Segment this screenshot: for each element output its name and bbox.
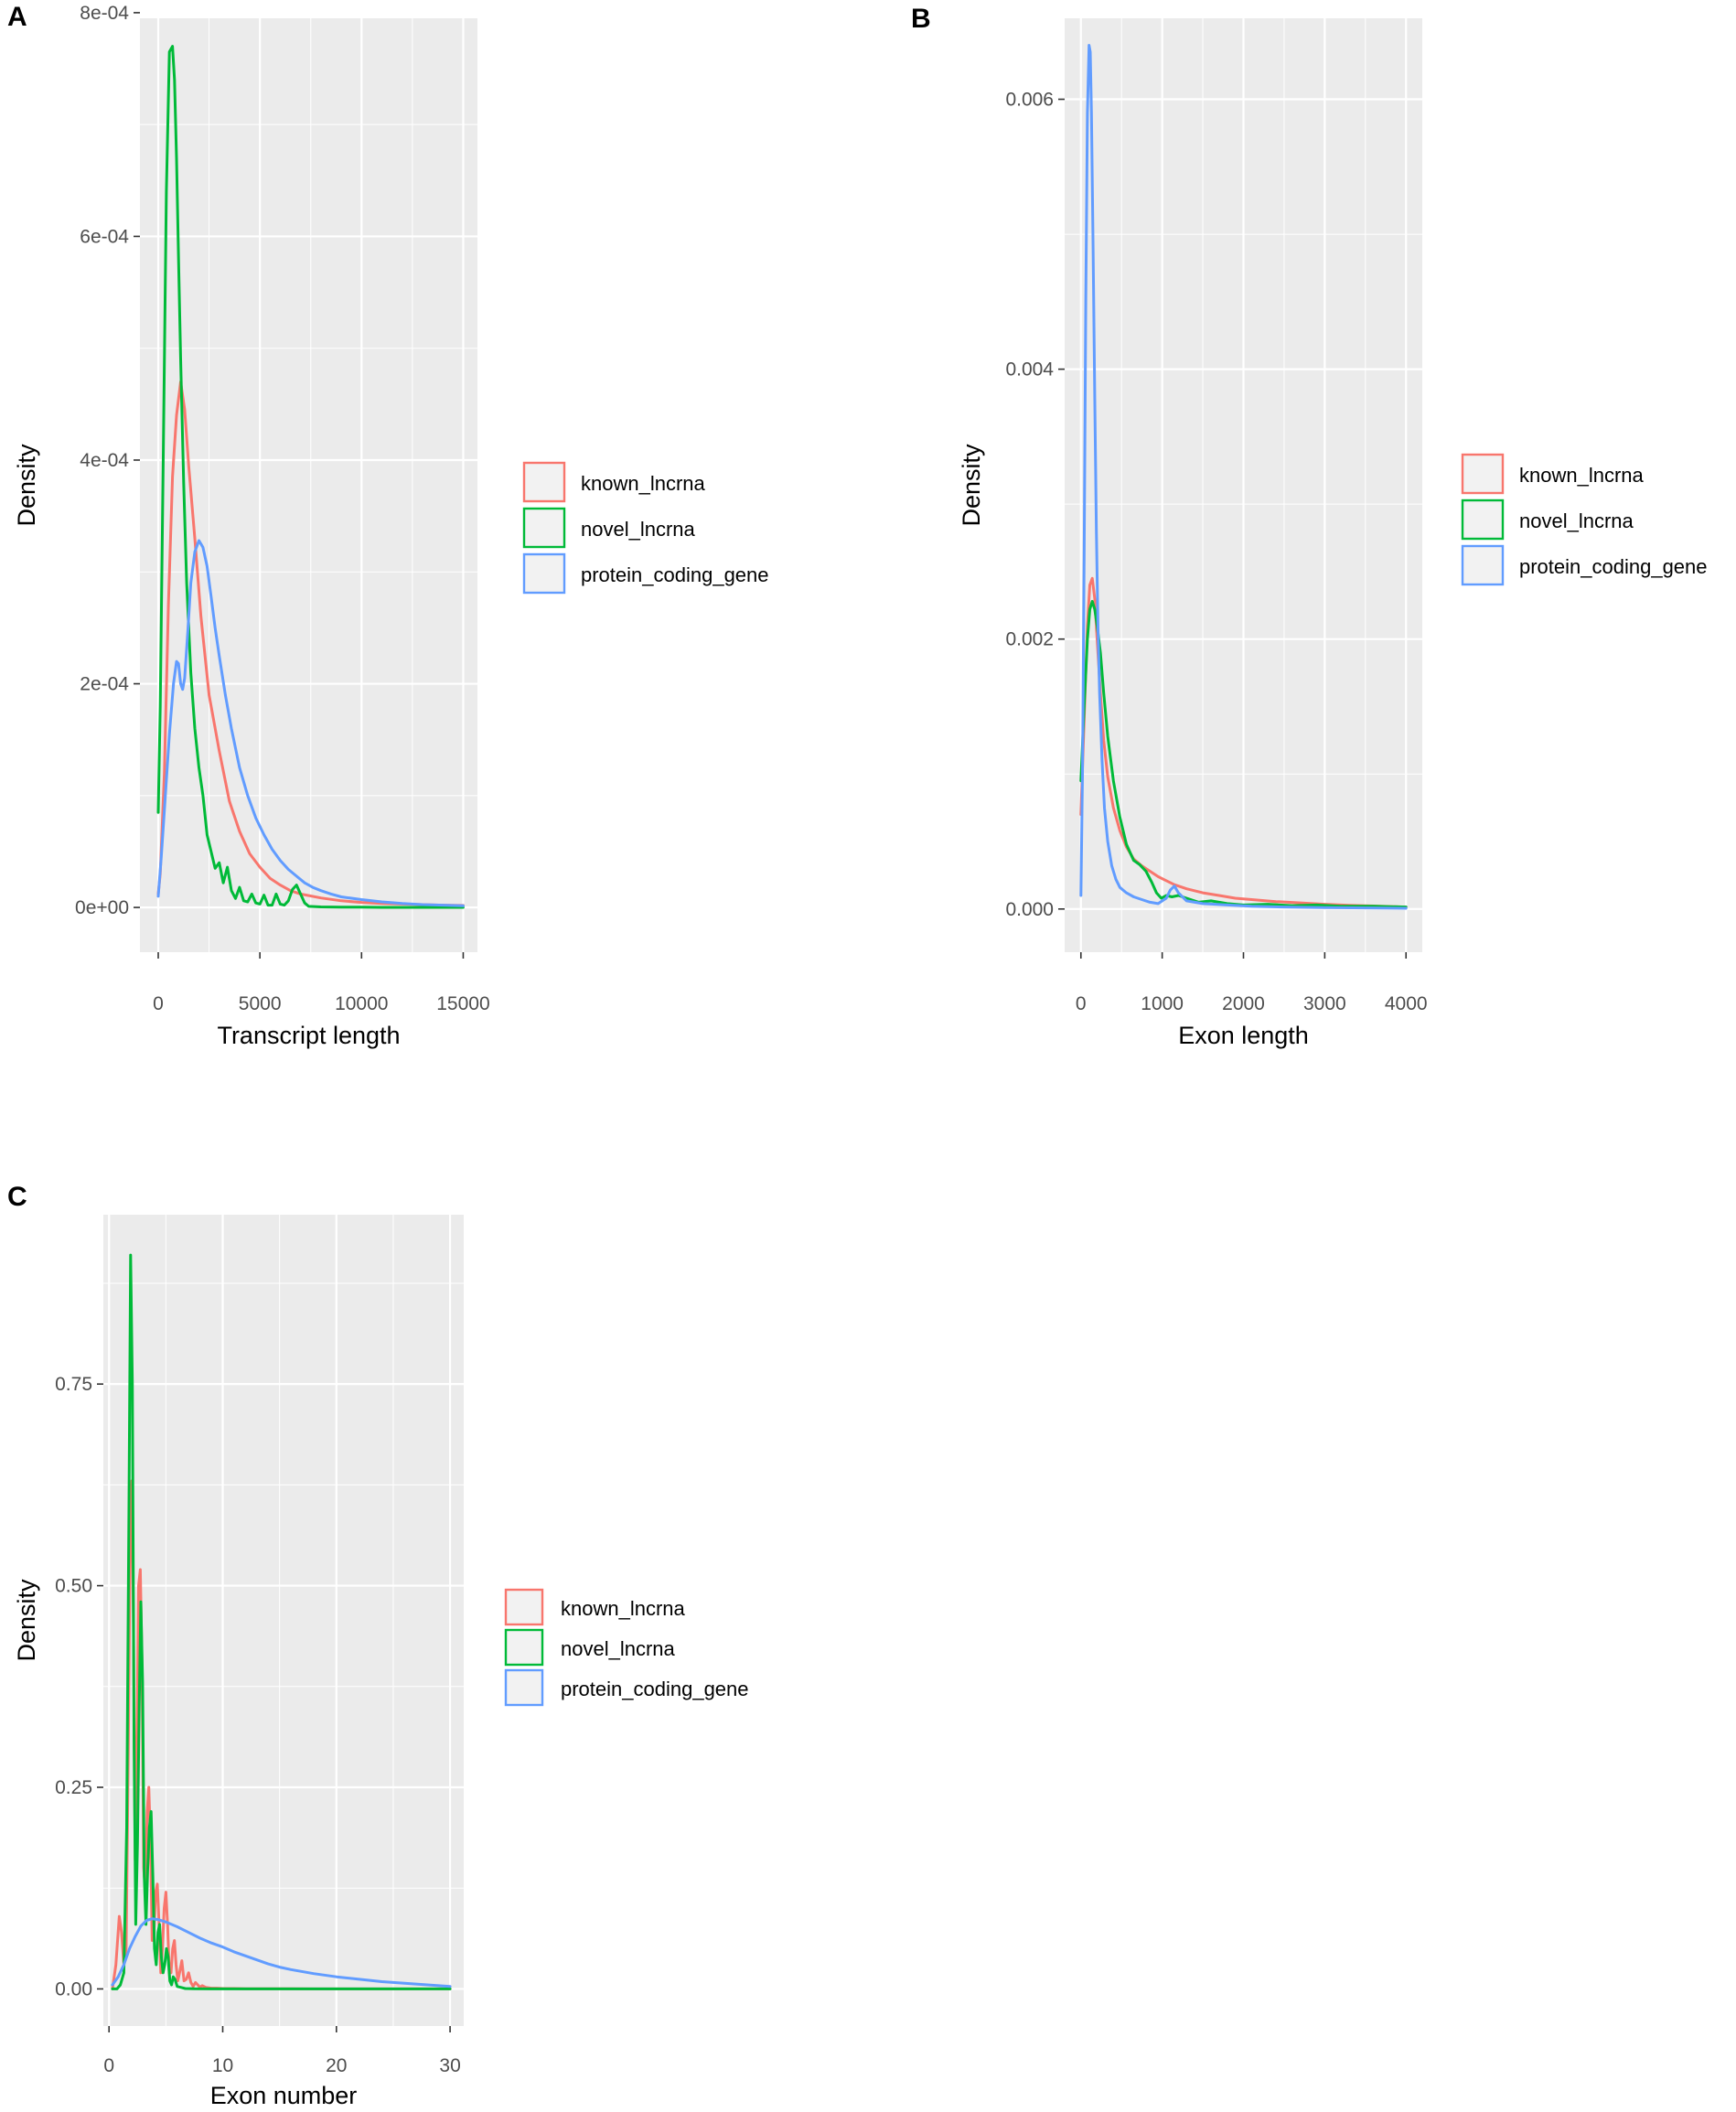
x-tick-label: 15000 — [436, 993, 489, 1014]
y-tick-label: 0.00 — [55, 1978, 92, 1999]
legend: known_lncrna novel_lncrna protein_coding_g… — [1461, 453, 1708, 586]
y-tick-label: 0.25 — [55, 1777, 92, 1798]
x-tick-label: 0 — [1076, 993, 1087, 1014]
y-tick-label: 0.004 — [1005, 359, 1054, 381]
density-line-novel-lncrna — [1079, 599, 1408, 909]
y-tick-label: 0.006 — [1005, 90, 1054, 111]
panel-b-exon-length: B 0 1000 2000 3000 4000 0.000 0.002 0.004 0.006 E… — [911, 4, 1708, 1049]
legend-label: protein_coding_gene — [1519, 555, 1708, 578]
legend-key-swatch — [522, 507, 566, 549]
y-axis-title: Density — [13, 444, 40, 527]
legend-label: novel_lncrna — [581, 518, 696, 541]
y-tick-label: 0.75 — [55, 1374, 92, 1395]
legend-item-protein-coding-gene: protein_coding_gene — [522, 552, 769, 595]
x-tick-label: 4000 — [1385, 993, 1428, 1014]
legend-label: known_lncrna — [1519, 464, 1645, 487]
x-tick-label: 10 — [212, 2055, 233, 2076]
legend-key-swatch — [504, 1668, 544, 1707]
legend: known_lncrna novel_lncrna protein_coding_g… — [504, 1588, 749, 1707]
x-tick-label: 30 — [439, 2055, 460, 2076]
legend-item-protein-coding-gene: protein_coding_gene — [504, 1668, 749, 1707]
density-line-novel-lncrna — [111, 1253, 452, 1990]
x-tick-label: 2000 — [1222, 993, 1265, 1014]
legend-label: protein_coding_gene — [581, 563, 769, 586]
panel-c-exon-number: C 0 10 20 30 0.00 0.25 0.50 0.75 Exon number Dens… — [7, 1182, 749, 2109]
y-axis-title: Density — [13, 1579, 40, 1662]
density-line-novel-lncrna — [156, 45, 465, 909]
x-tick-label: 0 — [153, 993, 164, 1014]
y-tick-label: 0e+00 — [75, 897, 129, 918]
legend-key-swatch — [1461, 544, 1505, 586]
legend-item-novel-lncrna: novel_lncrna — [522, 507, 696, 549]
x-tick-label: 10000 — [335, 993, 388, 1014]
legend-label: known_lncrna — [581, 472, 706, 495]
legend-key-swatch — [1461, 499, 1505, 541]
legend-key-swatch — [522, 461, 566, 503]
panel-a-transcript-length: A 0 5000 10000 15000 0e+00 2e-04 4e-04 6e-04 8e-… — [7, 2, 769, 1049]
x-axis-title: Transcript length — [217, 1022, 400, 1049]
density-line-protein-coding-gene — [1079, 44, 1408, 910]
legend-key-swatch — [504, 1628, 544, 1667]
y-tick-label: 4e-04 — [80, 450, 129, 471]
x-axis-title: Exon number — [210, 2082, 358, 2109]
y-tick-label: 6e-04 — [80, 226, 129, 247]
legend-item-protein-coding-gene: protein_coding_gene — [1461, 544, 1708, 586]
panel-letter-a: A — [7, 2, 27, 32]
legend-key-swatch — [1461, 453, 1505, 495]
legend-label: novel_lncrna — [561, 1637, 676, 1660]
plot-panel-background — [103, 1215, 464, 2026]
legend-item-known-lncrna: known_lncrna — [522, 461, 706, 503]
x-tick-label: 3000 — [1303, 993, 1346, 1014]
density-line-protein-coding-gene — [156, 539, 465, 907]
density-line-known-lncrna — [1079, 576, 1408, 909]
legend-item-known-lncrna: known_lncrna — [1461, 453, 1645, 495]
x-tick-label: 5000 — [239, 993, 282, 1014]
legend-item-known-lncrna: known_lncrna — [504, 1588, 686, 1626]
legend: known_lncrna novel_lncrna protein_coding_g… — [522, 461, 769, 595]
x-axis-title: Exon length — [1178, 1022, 1309, 1049]
legend-key-swatch — [522, 552, 566, 595]
legend-label: known_lncrna — [561, 1597, 686, 1620]
y-tick-label: 2e-04 — [80, 674, 129, 695]
panel-letter-c: C — [7, 1182, 27, 1212]
x-tick-label: 20 — [326, 2055, 347, 2076]
y-tick-label: 0.002 — [1005, 629, 1054, 650]
legend-key-swatch — [504, 1588, 544, 1626]
x-tick-label: 0 — [103, 2055, 114, 2076]
panel-letter-b: B — [911, 4, 931, 34]
y-tick-label: 8e-04 — [80, 3, 129, 24]
legend-label: protein_coding_gene — [561, 1678, 749, 1700]
x-tick-label: 1000 — [1141, 993, 1184, 1014]
y-tick-label: 0.50 — [55, 1576, 92, 1597]
legend-item-novel-lncrna: novel_lncrna — [504, 1628, 676, 1667]
plot-panel-background — [140, 18, 477, 952]
density-line-protein-coding-gene — [111, 1917, 452, 1989]
density-line-known-lncrna — [156, 380, 465, 907]
legend-label: novel_lncrna — [1519, 509, 1634, 532]
y-tick-label: 0.000 — [1005, 899, 1054, 920]
legend-item-novel-lncrna: novel_lncrna — [1461, 499, 1634, 541]
y-axis-title: Density — [958, 444, 985, 527]
